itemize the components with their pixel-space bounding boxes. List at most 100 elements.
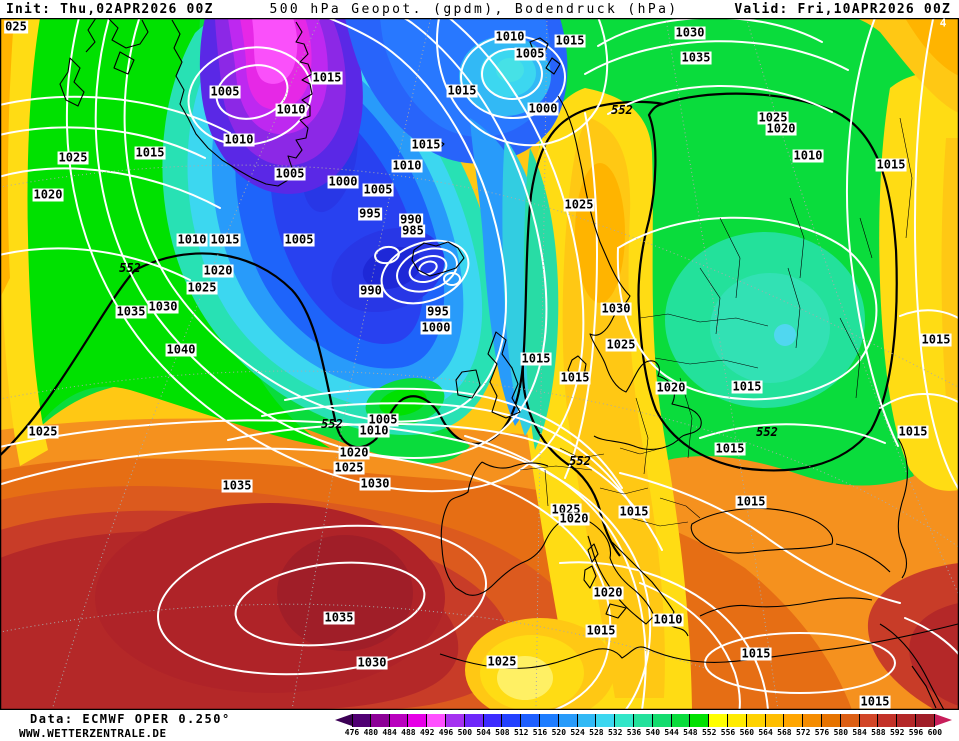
geopotential-552-label: 552 (569, 454, 591, 468)
weather-map-canvas (0, 18, 959, 710)
colorbar-cell (821, 714, 841, 727)
colorbar-tick-label: 596 (908, 728, 924, 737)
colorbar-cell (408, 714, 428, 727)
colorbar-cell (427, 714, 446, 727)
pressure-label: 1035 (323, 610, 355, 625)
pressure-label: 1020 (765, 121, 797, 136)
colorbar-tick-label: 588 (871, 728, 886, 737)
pressure-label: 1030 (147, 299, 179, 314)
pressure-label: 1015 (859, 694, 891, 709)
pressure-label: 1040 (165, 342, 197, 357)
pressure-label: 1010 (652, 612, 684, 627)
valid-time-label: Valid: Fri,10APR2026 00Z (734, 2, 951, 17)
pressure-label: 1015 (134, 145, 166, 160)
pressure-label: 1015 (520, 351, 552, 366)
pressure-label: 1015 (311, 70, 343, 85)
colorbar-tick-label: 576 (814, 728, 830, 737)
colorbar-tick-label: 568 (777, 728, 792, 737)
pressure-label: 995 (358, 206, 382, 221)
pressure-label: 1005 (362, 182, 394, 197)
pressure-label: 1020 (32, 187, 64, 202)
pressure-label: 1015 (618, 504, 650, 519)
geopotential-552-label: 552 (321, 417, 343, 431)
pressure-label: 1025 (486, 654, 518, 669)
pressure-label: 1010 (275, 102, 307, 117)
colorbar-tick-label: 524 (570, 728, 585, 737)
pressure-label: 1015 (559, 370, 591, 385)
colorbar-tick-label: 476 (344, 728, 360, 737)
pressure-label: 1030 (674, 25, 706, 40)
colorbar-tick-label: 492 (419, 728, 435, 737)
colorbar-tick-label: 556 (720, 728, 736, 737)
pressure-label: 1000 (420, 320, 452, 335)
pressure-label: 1025 (333, 460, 365, 475)
geopotential-color-field (0, 18, 959, 710)
footer-bar: Data: ECMWF OPER 0.250° WWW.WETTERZENTRA… (0, 710, 959, 741)
pressure-label: 1025 (27, 424, 59, 439)
pressure-label: 995 (426, 304, 450, 319)
colorbar-tick-label: 536 (626, 728, 642, 737)
colorbar-tick-label: 548 (683, 728, 698, 737)
pressure-label: 1010 (358, 423, 390, 438)
pressure-label: 1015 (875, 157, 907, 172)
colorbar-cell (915, 714, 935, 727)
coastline-lines (59, 18, 959, 710)
colorbar-tick-label: 488 (401, 728, 416, 737)
pressure-label: 025 (4, 19, 28, 34)
init-time-label: Init: Thu,02APR2026 00Z (6, 2, 214, 17)
pressure-label: 1010 (223, 132, 255, 147)
colorbar-cell (596, 714, 616, 727)
weather-map: 025 1005 1015 1010 1010 1015 1025 1020 1015 1015 1… (0, 18, 959, 710)
colorbar-cell (464, 714, 484, 727)
colorbar-tick-label: 532 (607, 728, 623, 737)
colorbar-cell (784, 714, 804, 727)
colorbar-cell (746, 714, 766, 727)
pressure-label: 1015 (585, 623, 617, 638)
colorbar-tick-label: 480 (363, 728, 379, 737)
colorbar-cell (539, 714, 559, 727)
colorbar-cell (690, 714, 710, 727)
pressure-label: 1015 (897, 424, 929, 439)
pressure-label: 1005 (514, 46, 546, 61)
geopotential-552-label: 552 (119, 261, 141, 275)
colorbar-cell (652, 714, 672, 727)
pressure-label: 1025 (57, 150, 89, 165)
colorbar-tick-label: 496 (438, 728, 454, 737)
pressure-label: 1030 (359, 476, 391, 491)
colorbar-tick-label: 544 (664, 728, 679, 737)
colorbar-cell (765, 714, 785, 727)
pressure-label: 1005 (274, 166, 306, 181)
pressure-label: 1020 (202, 263, 234, 278)
pressure-label: 1015 (714, 441, 746, 456)
colorbar-cell (803, 714, 822, 727)
pressure-label: 1015 (554, 33, 586, 48)
chart-title: 500 hPa Geopot. (gpdm), Bodendruck (hPa) (269, 2, 679, 17)
pressure-label: 1025 (563, 197, 595, 212)
pressure-label: 1020 (592, 585, 624, 600)
colorbar-tick-label: 484 (382, 728, 397, 737)
pressure-label: 990 (399, 212, 423, 227)
colorbar-cell (671, 714, 691, 727)
pressure-label: 1010 (176, 232, 208, 247)
colorbar-cell (389, 714, 409, 727)
colorbar-cell (370, 714, 390, 727)
colorbar-cell (558, 714, 578, 727)
colorbar-tick-label: 540 (645, 728, 661, 737)
geopotential-552-label: 552 (756, 425, 778, 439)
colorbar-tick-label: 508 (495, 728, 510, 737)
pressure-label: 1030 (600, 301, 632, 316)
pressure-label: 1015 (410, 137, 442, 152)
isobar-lines (0, 18, 959, 710)
colorbar-tick-label: 580 (833, 728, 849, 737)
colorbar-tick-label: 520 (551, 728, 567, 737)
corner-clipped-label: 4 (939, 18, 947, 30)
colorbar-tick-label: 584 (852, 728, 867, 737)
colorbar-tick-label: 512 (513, 728, 529, 737)
pressure-label: 1020 (558, 511, 590, 526)
header-bar: Init: Thu,02APR2026 00Z 500 hPa Geopot. … (0, 0, 959, 18)
pressure-label: 1005 (283, 232, 315, 247)
pressure-label: 990 (359, 283, 383, 298)
pressure-label: 1025 (605, 337, 637, 352)
colorbar-cell (727, 714, 747, 727)
colorbar-tick-label: 600 (927, 728, 943, 737)
